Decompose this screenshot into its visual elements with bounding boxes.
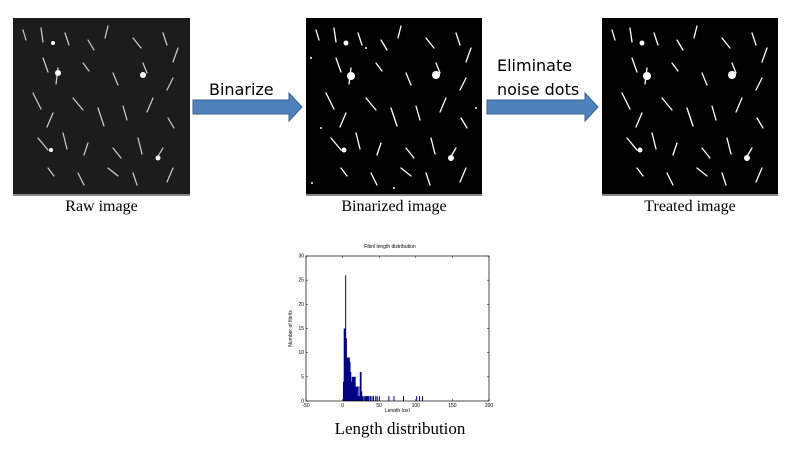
chart-title: Fibril length distribution	[364, 244, 416, 250]
histogram-bar	[348, 357, 350, 401]
histogram-bar	[364, 396, 366, 401]
treated-image-fibrils	[602, 18, 778, 194]
raw-image-fibrils	[13, 18, 190, 194]
binarized-image-fibrils	[306, 18, 482, 194]
eliminate-noise-label-line2: noise dots	[497, 80, 580, 99]
histogram-bar	[364, 396, 366, 401]
histogram-bar	[358, 386, 360, 401]
histogram-bar	[359, 372, 361, 401]
svg-text:Length (px): Length (px)	[385, 408, 411, 412]
histogram-bar	[361, 391, 363, 401]
histogram-bar	[350, 372, 352, 401]
histogram-bar	[422, 396, 424, 401]
length-histogram: Fibril length distribution -50 0 50 100 150 2…	[280, 240, 500, 412]
histogram-bar	[367, 396, 369, 401]
histogram-bar	[388, 396, 390, 401]
svg-text:0: 0	[341, 403, 344, 409]
svg-text:Number of fibrils: Number of fibrils	[288, 310, 294, 347]
binarized-image	[306, 18, 482, 196]
histogram-bar	[402, 396, 404, 401]
svg-text:0: 0	[301, 399, 304, 405]
histogram-bar	[393, 396, 395, 401]
histogram-bar	[376, 396, 378, 401]
histogram-bar	[347, 357, 349, 401]
svg-text:200: 200	[485, 403, 494, 409]
histogram-bar	[360, 372, 362, 401]
histogram-bar	[366, 396, 368, 401]
raw-image	[13, 18, 190, 196]
histogram-caption: Length distribution	[334, 419, 466, 438]
histogram-bar	[348, 357, 350, 401]
svg-text:30: 30	[298, 254, 304, 260]
histogram-bar	[342, 381, 344, 401]
histogram-bar	[371, 396, 373, 401]
svg-text:25: 25	[298, 278, 304, 284]
histogram-bar	[361, 396, 363, 401]
histogram-bar	[359, 396, 361, 401]
histogram-bar	[354, 376, 356, 401]
histogram-bar	[416, 396, 418, 401]
histogram-bar	[367, 396, 369, 401]
raw-image-caption: Raw image	[65, 198, 138, 215]
histogram-bar	[351, 381, 353, 401]
histogram-bar	[355, 386, 357, 401]
binarize-label: Binarize	[209, 80, 274, 99]
histogram-bar	[356, 386, 358, 401]
eliminate-noise-label: Eliminate noise dots	[497, 54, 579, 102]
svg-text:15: 15	[298, 326, 304, 332]
binarized-image-caption: Binarized image	[341, 198, 447, 215]
histogram-bar	[349, 362, 351, 401]
svg-text:20: 20	[298, 302, 304, 308]
histogram-bar	[370, 396, 372, 401]
treated-image	[602, 18, 778, 196]
histogram-bar	[344, 328, 346, 401]
histogram-bar	[345, 338, 347, 401]
histogram-bar	[368, 396, 370, 401]
svg-text:5: 5	[301, 374, 304, 380]
histogram-bar	[362, 396, 364, 401]
histogram-bar	[357, 396, 359, 401]
histogram-bar	[351, 376, 353, 401]
svg-text:-50: -50	[302, 403, 309, 409]
histogram-bar	[353, 376, 355, 401]
svg-text:150: 150	[448, 403, 457, 409]
treated-image-caption: Treated image	[644, 198, 736, 215]
histogram-bar	[343, 328, 345, 401]
svg-text:50: 50	[376, 403, 382, 409]
histogram-bar	[346, 357, 348, 401]
histogram-bar	[419, 396, 421, 401]
histogram-bar	[365, 396, 367, 401]
binarize-arrow-icon	[192, 92, 303, 122]
histogram-bar	[375, 396, 377, 401]
svg-text:100: 100	[412, 403, 421, 409]
histogram-bar	[356, 386, 358, 401]
eliminate-noise-arrow-icon	[486, 92, 599, 122]
histogram-bar	[378, 396, 380, 401]
histogram-bar	[345, 275, 347, 401]
svg-text:10: 10	[298, 350, 304, 356]
histogram-bar	[353, 376, 355, 401]
histogram-bar	[372, 396, 374, 401]
histogram-bar	[352, 376, 354, 401]
eliminate-noise-label-line1: Eliminate	[497, 56, 573, 75]
